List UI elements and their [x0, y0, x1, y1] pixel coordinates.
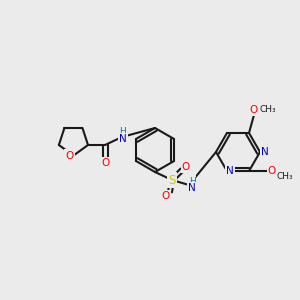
- Text: CH₃: CH₃: [260, 105, 276, 114]
- Text: O: O: [162, 191, 170, 201]
- Text: H: H: [120, 128, 126, 136]
- Text: O: O: [268, 166, 276, 176]
- Text: S: S: [168, 173, 176, 187]
- Text: O: O: [101, 158, 109, 168]
- Text: CH₃: CH₃: [277, 172, 293, 181]
- Text: N: N: [188, 183, 196, 193]
- Text: O: O: [250, 105, 258, 115]
- Text: N: N: [119, 134, 127, 144]
- Text: O: O: [182, 162, 190, 172]
- Text: O: O: [65, 151, 74, 160]
- Text: N: N: [226, 166, 234, 176]
- Text: N: N: [261, 147, 269, 157]
- Text: H: H: [189, 176, 195, 185]
